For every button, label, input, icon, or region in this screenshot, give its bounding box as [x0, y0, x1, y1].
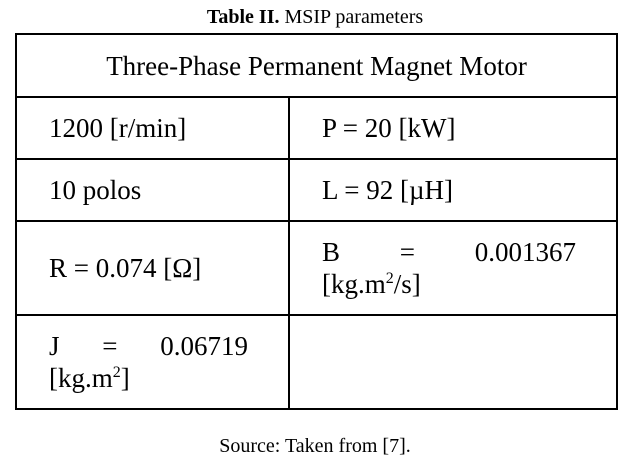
poles-cell: 10 polos [15, 158, 290, 222]
friction-unit-exponent: 2 [385, 270, 394, 287]
inertia-unit-suffix: ] [120, 363, 130, 393]
caption-label: Table II. [206, 6, 280, 28]
friction-unit: [kg.m2/s] [322, 268, 616, 300]
resistance-cell: R = 0.074 [Ω] [15, 220, 290, 316]
friction-line: B = 0.001367 [322, 236, 616, 268]
power-cell: P = 20 [kW] [288, 96, 618, 160]
table-header-row: Three-Phase Permanent Magnet Motor [15, 33, 618, 98]
inertia-symbol: J [49, 331, 60, 361]
table-header: Three-Phase Permanent Magnet Motor [15, 33, 618, 98]
inductance-cell: L = 92 [µH] [288, 158, 618, 222]
inertia-cell: J = 0.06719 [kg.m2] [15, 314, 290, 410]
empty-cell [288, 314, 618, 410]
friction-symbol: B [322, 237, 341, 267]
friction-cell: B = 0.001367 [kg.m2/s] [288, 220, 618, 316]
friction-equals: = [399, 237, 415, 267]
table-row: 10 polos L = 92 [µH] [15, 158, 618, 222]
speed-cell: 1200 [r/min] [15, 96, 290, 160]
table-row: R = 0.074 [Ω] B = 0.001367 [kg.m2/s] [15, 220, 618, 316]
friction-unit-prefix: [kg.m [322, 269, 386, 299]
table-row: J = 0.06719 [kg.m2] [15, 314, 618, 410]
friction-unit-suffix: /s] [393, 269, 421, 299]
table-caption: Table II. MSIP parameters [0, 5, 630, 29]
inertia-value: 0.06719 [160, 331, 248, 361]
table-row: 1200 [r/min] P = 20 [kW] [15, 96, 618, 160]
friction-value: 0.001367 [474, 237, 576, 267]
inertia-unit: [kg.m2] [49, 362, 288, 394]
inertia-unit-exponent: 2 [112, 364, 121, 381]
parameters-table: Three-Phase Permanent Magnet Motor 1200 … [15, 33, 618, 410]
caption-text: MSIP parameters [279, 6, 424, 28]
inertia-line: J = 0.06719 [49, 330, 288, 362]
inertia-unit-prefix: [kg.m [49, 363, 113, 393]
source-note: Source: Taken from [7]. [219, 435, 411, 457]
inertia-equals: = [102, 331, 118, 361]
